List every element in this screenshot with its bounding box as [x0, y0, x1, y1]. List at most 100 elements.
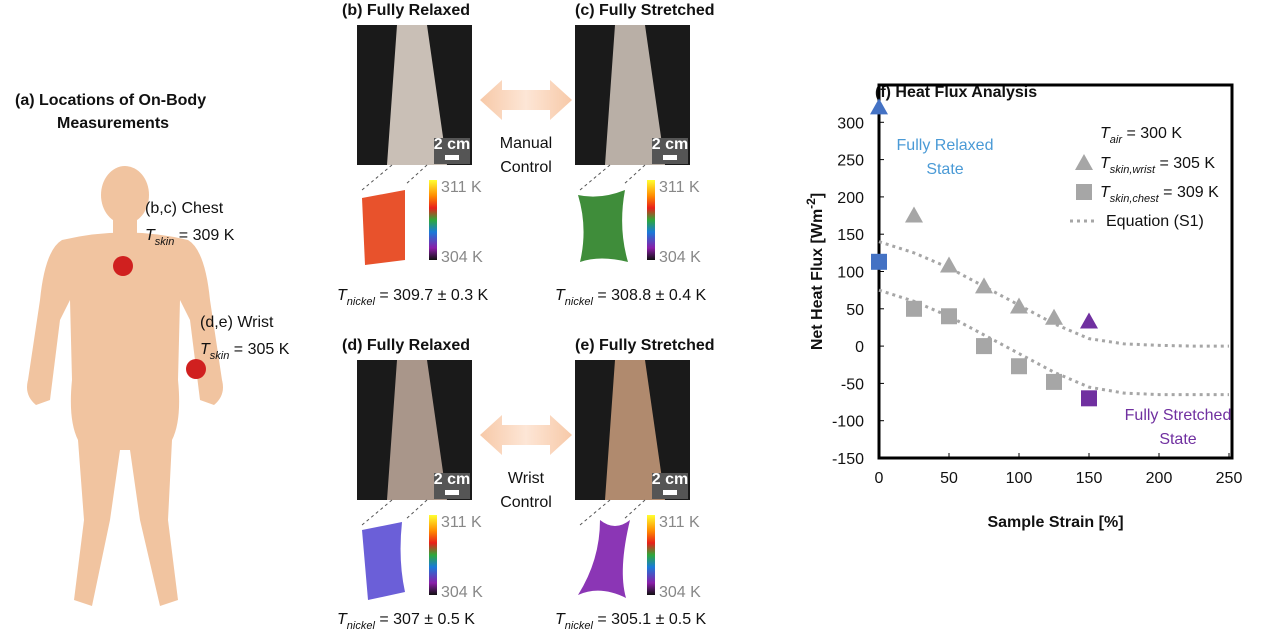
y-tick-label: 250: [837, 153, 864, 170]
thermal-image: [362, 522, 405, 600]
triangle-marker: [1080, 312, 1098, 328]
triangle-marker: [940, 257, 958, 273]
text: = 300 K: [1122, 125, 1182, 142]
text: = 309 K: [1159, 184, 1219, 201]
equation-curve: [879, 242, 1229, 346]
colorbar: [429, 180, 437, 260]
subscript: skin: [210, 350, 230, 362]
connector: [623, 165, 645, 185]
scale-bar: [445, 490, 459, 495]
double-arrow: [480, 415, 572, 455]
scale-label: 2 cm: [652, 136, 688, 153]
location-label: (b,c) Chest: [145, 200, 224, 217]
location-label: (d,e) Wrist: [200, 314, 274, 331]
panel-title: (e) Fully Stretched: [575, 337, 715, 354]
x-tick-label: 100: [1006, 470, 1033, 487]
subscript: skin,chest: [1110, 193, 1160, 205]
superscript: -2: [804, 198, 818, 209]
panel-title: Measurements: [57, 115, 169, 132]
connector: [405, 500, 427, 520]
y-tick-label: 50: [846, 302, 864, 319]
y-tick-label: -150: [832, 451, 864, 468]
x-tick-label: 250: [1216, 470, 1243, 487]
point-annotation: State: [926, 161, 963, 178]
colorbar: [647, 515, 655, 595]
figure: (a) Locations of On-Body Measurements (b…: [0, 0, 1265, 636]
scale-bar: [445, 155, 459, 160]
scale-label: 2 cm: [652, 471, 688, 488]
text: = 305 K: [1155, 155, 1215, 172]
colorbar-label: 311 K: [441, 179, 482, 196]
x-axis-label: Sample Strain [%]: [987, 514, 1123, 531]
chart-title: (f) Heat Flux Analysis: [875, 84, 1037, 101]
colorbar-label: 304 K: [441, 249, 483, 266]
square-marker: [871, 254, 887, 270]
legend-marker: [1076, 184, 1092, 200]
legend-label: Tskin,wrist = 305 K: [1100, 155, 1215, 176]
connector: [623, 500, 645, 520]
thermal-image: [362, 190, 405, 265]
legend-label: Equation (S1): [1106, 213, 1204, 230]
y-axis-label: Net Heat Flux [Wm-2]: [804, 193, 826, 350]
colorbar-label: 304 K: [659, 584, 701, 601]
x-tick-label: 50: [940, 470, 958, 487]
control-label: Manual: [500, 135, 552, 152]
triangle-marker: [1045, 309, 1063, 325]
point-annotation: State: [1159, 431, 1196, 448]
subscript: nickel: [347, 620, 376, 632]
double-arrow: [480, 80, 572, 120]
legend-note: Tair = 300 K: [1100, 125, 1182, 146]
connector: [362, 500, 392, 525]
text: = 305.1 ± 0.5 K: [593, 611, 707, 628]
chest-marker: [113, 256, 133, 276]
y-tick-label: 300: [837, 115, 864, 132]
connector: [362, 165, 392, 190]
nickel-temperature: Tnickel = 307 ± 0.5 K: [337, 611, 475, 632]
subscript: skin,wrist: [1110, 164, 1156, 176]
panel-title: (b) Fully Relaxed: [342, 2, 470, 19]
nickel-temperature: Tnickel = 308.8 ± 0.4 K: [555, 287, 707, 308]
colorbar-label: 311 K: [659, 514, 700, 531]
control-label: Control: [500, 159, 552, 176]
scale-bar: [663, 155, 677, 160]
panel-title: (a) Locations of On-Body: [15, 92, 206, 109]
nickel-temperature: Tnickel = 309.7 ± 0.3 K: [337, 287, 489, 308]
colorbar-label: 311 K: [659, 179, 700, 196]
subscript: skin: [155, 236, 175, 248]
y-tick-label: 150: [837, 227, 864, 244]
scale-bar: [663, 490, 677, 495]
scale-label: 2 cm: [434, 471, 470, 488]
point-annotation: Fully Stretched: [1125, 407, 1232, 424]
connector: [580, 500, 610, 525]
text: = 308.8 ± 0.4 K: [593, 287, 707, 304]
text: Net Heat Flux [Wm: [809, 209, 826, 350]
control-label: Wrist: [508, 470, 545, 487]
wrist-marker: [186, 359, 206, 379]
colorbar: [429, 515, 437, 595]
colorbar-label: 304 K: [659, 249, 701, 266]
y-tick-label: 0: [855, 339, 864, 356]
connector: [580, 165, 610, 190]
square-marker: [976, 338, 992, 354]
text: ]: [809, 193, 826, 198]
panel-title: (c) Fully Stretched: [575, 2, 715, 19]
colorbar-label: 311 K: [441, 514, 482, 531]
scale-label: 2 cm: [434, 136, 470, 153]
square-marker: [1011, 358, 1027, 374]
text: = 305 K: [229, 341, 289, 358]
text: = 309.7 ± 0.3 K: [375, 287, 489, 304]
legend-label: Tskin,chest = 309 K: [1100, 184, 1219, 205]
text: = 307 ± 0.5 K: [375, 611, 475, 628]
text: = 309 K: [174, 227, 234, 244]
square-marker: [941, 308, 957, 324]
colorbar: [647, 180, 655, 260]
nickel-temperature: Tnickel = 305.1 ± 0.5 K: [555, 611, 707, 632]
thermal-image: [578, 520, 630, 598]
x-tick-label: 150: [1076, 470, 1103, 487]
y-tick-label: 100: [837, 265, 864, 282]
square-marker: [1081, 390, 1097, 406]
legend-marker: [1075, 154, 1093, 170]
y-tick-label: -100: [832, 414, 864, 431]
subscript: nickel: [565, 296, 594, 308]
x-tick-label: 0: [875, 470, 884, 487]
